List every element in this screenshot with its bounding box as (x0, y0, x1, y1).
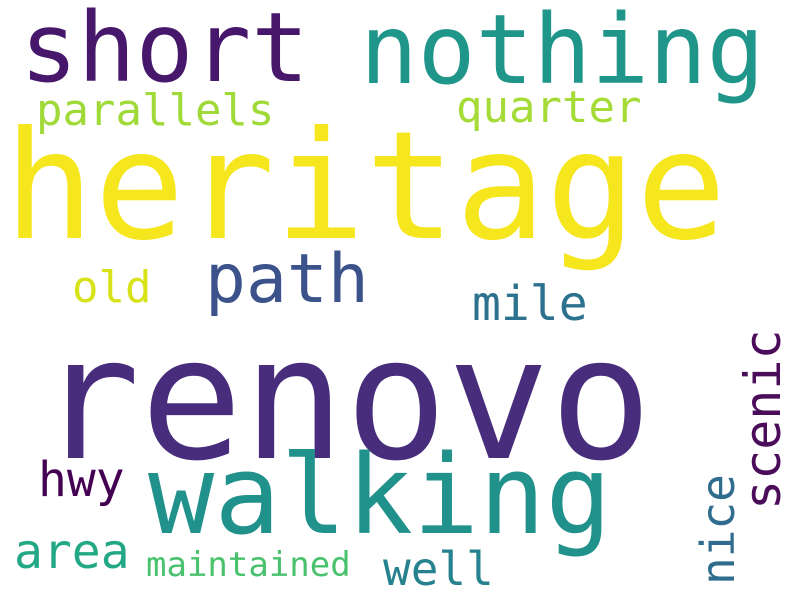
word-path: path (205, 240, 369, 319)
word-mile: mile (472, 276, 588, 332)
word-well: well (383, 542, 494, 596)
word-quarter: quarter (456, 82, 642, 133)
word-parallels: parallels (36, 85, 275, 136)
word-nice: nice (691, 474, 745, 585)
word-area: area (14, 524, 130, 580)
word-renovo: renovo (38, 301, 653, 499)
word-short: short (20, 0, 309, 104)
word-old: old (72, 262, 152, 313)
word-heritage: heritage (4, 100, 727, 274)
word-hwy: hwy (38, 452, 125, 508)
word-maintained: maintained (146, 545, 351, 585)
word-walking: walking (148, 431, 612, 559)
word-scenic: scenic (734, 329, 792, 510)
word-nothing: nothing (360, 0, 765, 106)
